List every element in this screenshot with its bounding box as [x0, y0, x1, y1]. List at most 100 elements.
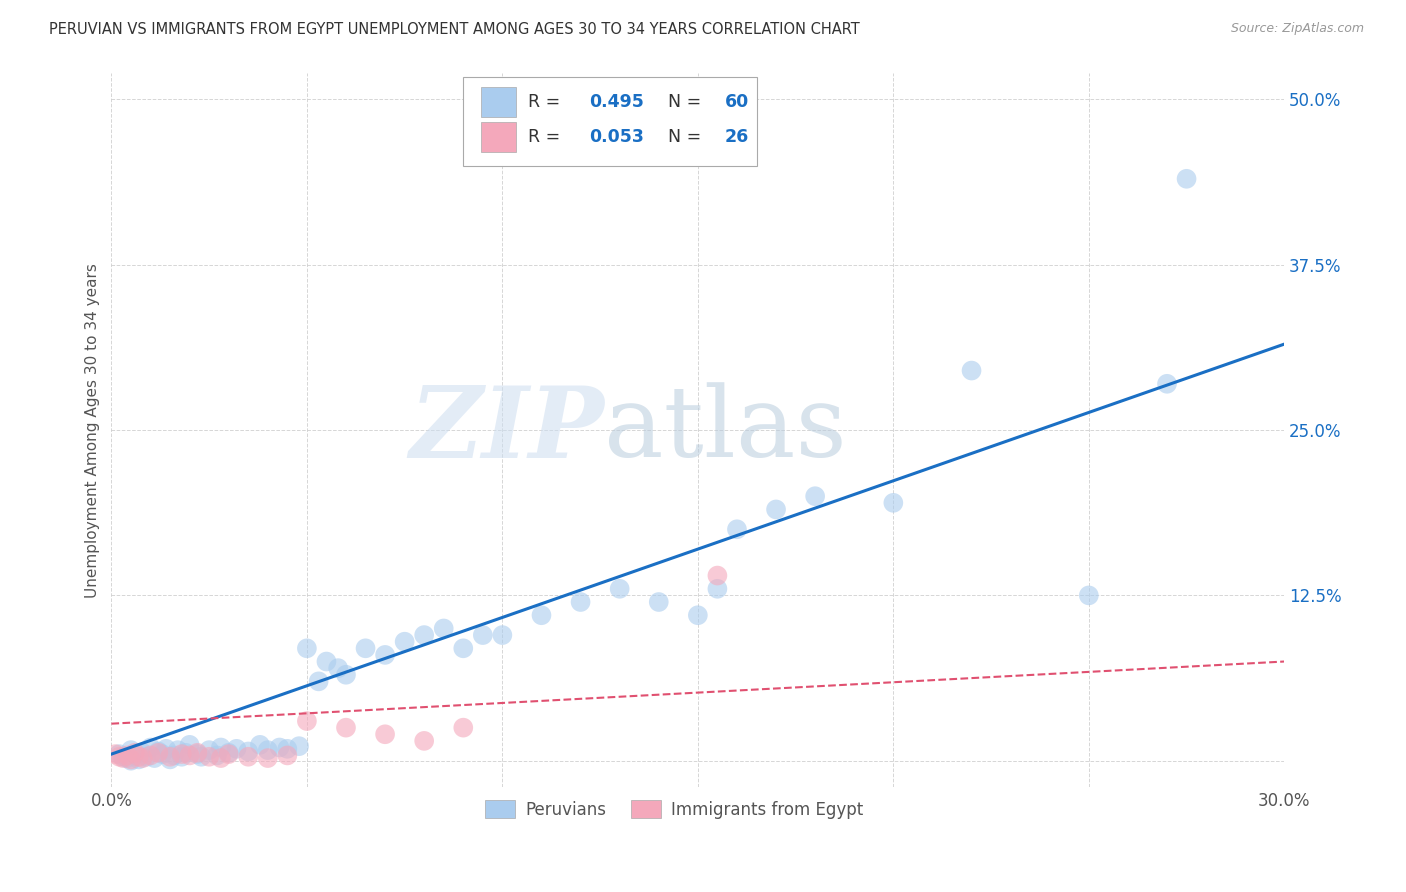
Point [530, 608, 553, 623]
Point [725, 522, 748, 536]
Point [128, 752, 150, 766]
Text: 0.495: 0.495 [589, 93, 644, 111]
Point [256, 751, 278, 765]
Point [198, 743, 221, 757]
Bar [481, 122, 516, 153]
Point [139, 740, 162, 755]
Text: Source: ZipAtlas.com: Source: ZipAtlas.com [1230, 22, 1364, 36]
Point [960, 363, 983, 377]
Text: N =: N = [657, 93, 707, 111]
Point [124, 746, 146, 760]
Text: R =: R = [527, 128, 565, 146]
Point [609, 582, 631, 596]
Text: 60: 60 [725, 93, 749, 111]
Point [115, 751, 138, 765]
Point [205, 748, 228, 763]
Point [209, 751, 232, 765]
Point [163, 748, 186, 763]
Point [225, 741, 247, 756]
Point [453, 721, 475, 735]
Point [104, 747, 127, 761]
Point [131, 751, 153, 765]
Point [159, 749, 181, 764]
Point [155, 741, 177, 756]
Point [120, 754, 142, 768]
Point [135, 749, 157, 764]
Text: PERUVIAN VS IMMIGRANTS FROM EGYPT UNEMPLOYMENT AMONG AGES 30 TO 34 YEARS CORRELA: PERUVIAN VS IMMIGRANTS FROM EGYPT UNEMPL… [49, 22, 860, 37]
Point [491, 628, 513, 642]
Point [453, 641, 475, 656]
Point [882, 496, 904, 510]
Point [569, 595, 592, 609]
Point [308, 674, 330, 689]
Point [471, 628, 494, 642]
Legend: Peruvians, Immigrants from Egypt: Peruvians, Immigrants from Egypt [478, 794, 870, 825]
Point [238, 749, 260, 764]
Point [328, 661, 350, 675]
Point [186, 746, 208, 760]
Point [804, 489, 827, 503]
Point [167, 743, 190, 757]
Point [295, 714, 318, 728]
Point [108, 747, 131, 761]
Point [374, 727, 396, 741]
Point [112, 751, 135, 765]
Point [249, 738, 271, 752]
Point [1156, 376, 1178, 391]
Point [374, 648, 396, 662]
Point [186, 747, 208, 761]
Point [115, 748, 138, 763]
FancyBboxPatch shape [464, 77, 756, 166]
Point [765, 502, 787, 516]
Text: R =: R = [527, 93, 565, 111]
Point [706, 568, 728, 582]
Point [124, 748, 146, 763]
Point [295, 641, 318, 656]
Point [128, 749, 150, 764]
Point [131, 746, 153, 760]
Text: 0.053: 0.053 [589, 128, 644, 146]
Point [143, 751, 166, 765]
Point [315, 655, 337, 669]
Point [139, 748, 162, 763]
Point [648, 595, 671, 609]
Text: atlas: atlas [605, 382, 846, 478]
Point [354, 641, 377, 656]
Point [1175, 171, 1198, 186]
Point [433, 622, 456, 636]
Point [198, 749, 221, 764]
Point [269, 740, 291, 755]
Point [238, 744, 260, 758]
Point [148, 746, 170, 760]
Point [413, 734, 436, 748]
Text: 26: 26 [725, 128, 749, 146]
Point [120, 752, 142, 766]
Point [276, 741, 298, 756]
Point [209, 740, 232, 755]
Point [686, 608, 709, 623]
Point [108, 749, 131, 764]
Point [276, 748, 298, 763]
Point [413, 628, 436, 642]
Point [256, 743, 278, 757]
Y-axis label: Unemployment Among Ages 30 to 34 years: Unemployment Among Ages 30 to 34 years [86, 262, 100, 598]
Point [170, 747, 193, 761]
Point [148, 744, 170, 758]
Point [179, 738, 201, 752]
Point [159, 752, 181, 766]
Point [394, 634, 416, 648]
Bar [481, 87, 516, 117]
Text: N =: N = [657, 128, 707, 146]
Point [190, 749, 212, 764]
Point [1077, 588, 1099, 602]
Point [174, 746, 197, 760]
Point [179, 748, 201, 763]
Point [335, 667, 357, 681]
Point [335, 721, 357, 735]
Point [170, 749, 193, 764]
Point [218, 747, 240, 761]
Point [706, 582, 728, 596]
Text: ZIP: ZIP [409, 382, 605, 478]
Point [288, 739, 311, 754]
Point [218, 746, 240, 760]
